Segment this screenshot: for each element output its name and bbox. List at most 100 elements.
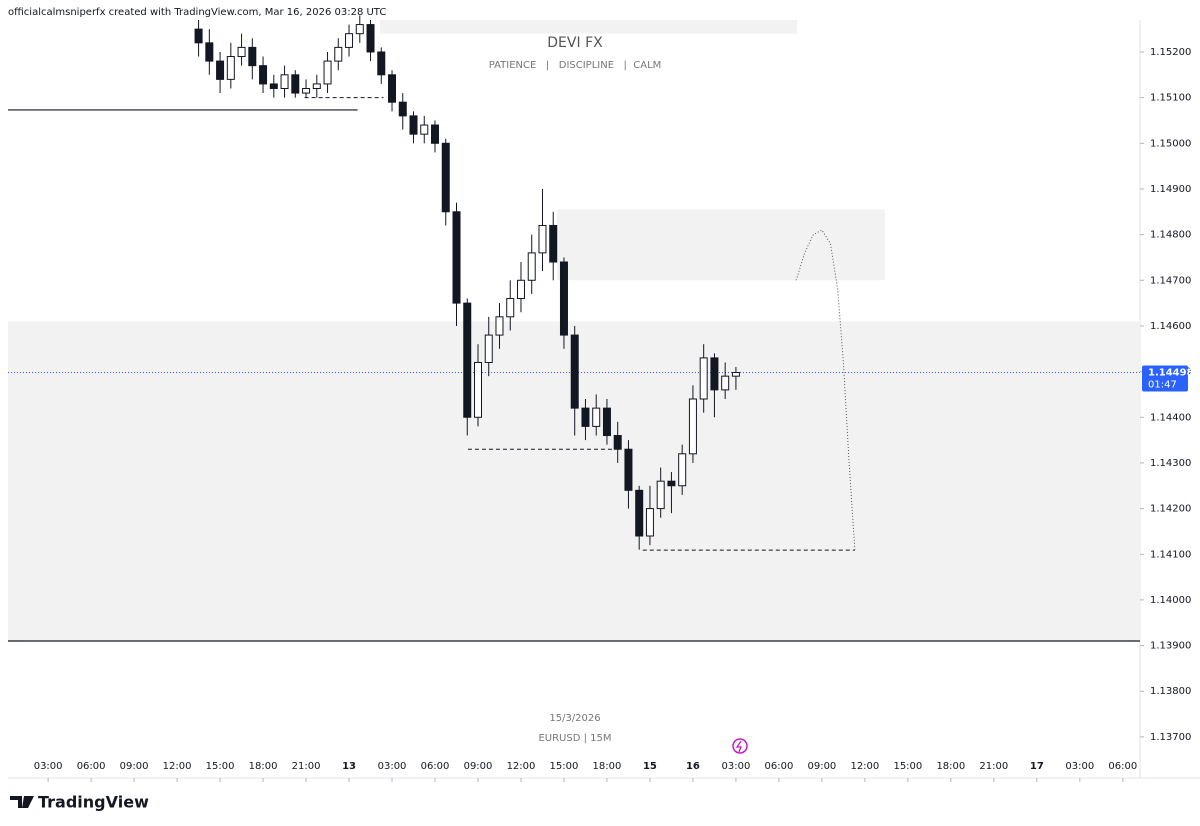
y-tick-label: 1.14300 (1150, 458, 1191, 469)
candle-body (538, 224, 547, 254)
x-tick-label: 12:00 (163, 761, 192, 772)
candle-body (452, 211, 461, 304)
candle-body (688, 398, 697, 455)
candle-body (570, 334, 579, 409)
candle-body (409, 115, 418, 135)
y-tick-label: 1.14600 (1150, 321, 1191, 332)
x-tick-label: 09:00 (464, 761, 493, 772)
candle-body (581, 407, 590, 427)
x-tick-label: 18:00 (936, 761, 965, 772)
candle-body (291, 74, 300, 94)
candle-body (280, 74, 289, 89)
x-tick-label: 06:00 (77, 761, 106, 772)
y-tick-label: 1.14400 (1150, 412, 1191, 423)
candle-body (710, 357, 719, 391)
candle-body (248, 46, 257, 67)
candle-body (463, 302, 472, 418)
candle-body (516, 279, 525, 300)
y-tick-label: 1.14000 (1150, 595, 1191, 606)
candle-body (678, 453, 687, 487)
candle-body (667, 480, 676, 487)
logo-mark (10, 796, 34, 808)
y-tick-label: 1.15000 (1150, 138, 1191, 149)
x-tick-label: 18:00 (249, 761, 278, 772)
y-tick-label: 1.13700 (1150, 732, 1191, 743)
candle-body (334, 46, 343, 62)
candle-body (269, 83, 278, 89)
countdown-label: 01:47 (1148, 380, 1177, 391)
candle-body (237, 46, 246, 58)
candle-body (377, 51, 386, 76)
candle-body (216, 60, 225, 80)
candle-body (549, 224, 558, 263)
x-tick-label: 12:00 (850, 761, 879, 772)
date-note: 15/3/2026 (549, 713, 600, 724)
candle-body (602, 407, 611, 437)
event-icon-bolt (735, 740, 742, 753)
header: officialcalmsniperfx created with Tradin… (8, 7, 386, 18)
projection-path (795, 229, 856, 550)
y-tick-label: 1.15100 (1150, 93, 1191, 104)
watermark-subtitle: PATIENCE | DISCIPLINE | CALM (489, 60, 662, 71)
x-tick-label: 15:00 (550, 761, 579, 772)
candle-body (345, 33, 354, 48)
y-tick-label: 1.13800 (1150, 686, 1191, 697)
price-tag (1142, 365, 1188, 392)
candle-body (420, 124, 429, 135)
candle-body (388, 74, 397, 103)
x-tick-label: 15:00 (893, 761, 922, 772)
candle-body (323, 60, 332, 85)
candle-body (431, 124, 440, 144)
candle-body (495, 316, 504, 336)
candle-body (366, 24, 375, 53)
candle-body (473, 361, 482, 418)
x-tick-label: 15:00 (206, 761, 235, 772)
x-tick-label: 13 (342, 761, 356, 772)
price-tag-label: 1.14498 (1148, 368, 1194, 379)
candle-body (656, 480, 665, 510)
candle-body (506, 298, 515, 318)
candle-body (194, 28, 203, 44)
x-tick-label: 21:00 (292, 761, 321, 772)
x-tick-label: 06:00 (421, 761, 450, 772)
candle-body (721, 375, 730, 391)
x-tick-label: 06:00 (764, 761, 793, 772)
candle-body (645, 508, 654, 537)
x-tick-label: 16 (686, 761, 700, 772)
symbol: EURUSD | 15M (538, 733, 611, 744)
candle-body (624, 448, 633, 491)
zone (379, 20, 797, 34)
candle-body (699, 357, 708, 400)
candle-body (559, 261, 568, 336)
candle-body (312, 83, 321, 89)
y-tick-label: 1.14700 (1150, 275, 1191, 286)
y-tick-label: 1.14800 (1150, 230, 1191, 241)
candle-body (302, 87, 311, 94)
candle-body (613, 435, 622, 450)
event-icon[interactable] (732, 738, 748, 754)
y-tick-label: 1.15200 (1150, 47, 1191, 58)
y-tick-label: 1.14200 (1150, 504, 1191, 515)
x-tick-label: 09:00 (807, 761, 836, 772)
watermark-title: DEVI FX (547, 35, 603, 51)
candle-body (484, 334, 493, 363)
x-tick-label: 03:00 (1065, 761, 1094, 772)
candle-body (226, 56, 235, 80)
plot (8, 15, 1140, 642)
zone (556, 209, 885, 281)
x-tick-label: 06:00 (1108, 761, 1137, 772)
candle-body (731, 372, 740, 377)
candle-body (259, 65, 268, 85)
footer-logo: TradingView (38, 793, 149, 812)
candle-body (592, 407, 601, 427)
x-tick-label: 21:00 (979, 761, 1008, 772)
candle-body (441, 142, 450, 213)
candle-body (527, 252, 536, 281)
x-tick-label: 12:00 (507, 761, 536, 772)
x-tick-label: 18:00 (593, 761, 622, 772)
candle-body (205, 42, 214, 62)
y-tick-label: 1.14900 (1150, 184, 1191, 195)
x-tick-label: 03:00 (378, 761, 407, 772)
candle-body (635, 489, 644, 537)
